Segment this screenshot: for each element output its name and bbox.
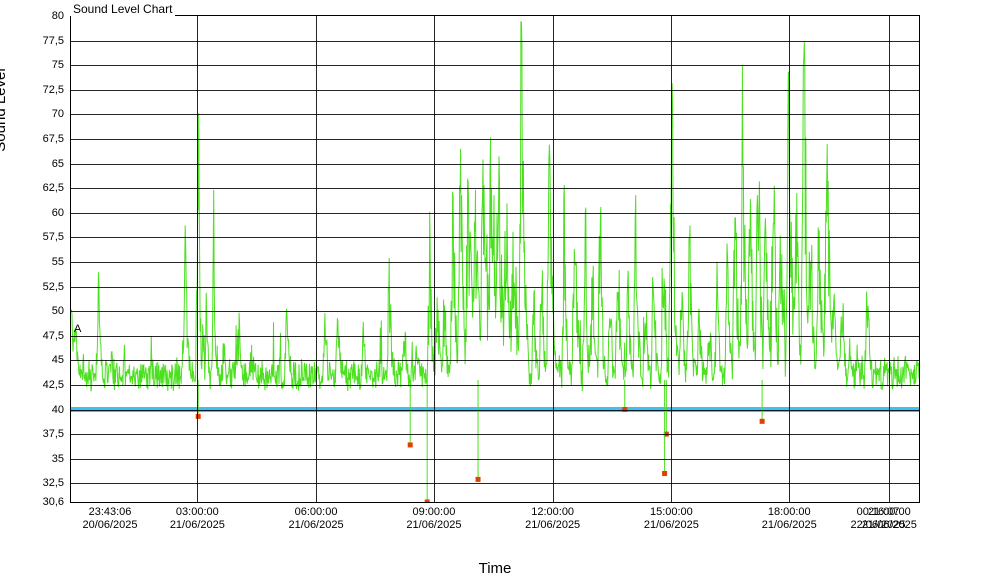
- y-tick-label: 50: [51, 305, 64, 318]
- y-tick-label: 70: [51, 108, 64, 121]
- x-tick-time: 06:00:00: [294, 506, 338, 518]
- sound-level-trace: [71, 21, 919, 392]
- y-tick-label: 65: [51, 157, 64, 170]
- x-tick-date: 21/06/2025: [643, 519, 699, 531]
- grid-line-horizontal: [71, 261, 919, 263]
- x-tick-time: 21:00:00: [867, 506, 911, 518]
- grid-line-horizontal: [71, 360, 919, 362]
- x-tick-label: 03:00:00 21/06/2025: [170, 506, 225, 532]
- grid-line-horizontal: [71, 458, 919, 460]
- x-tick-label: 00:16:07 22/06/2025: [850, 506, 905, 532]
- x-tick-date: 20/06/2025: [82, 519, 138, 531]
- x-tick-time: 23:43:06: [88, 506, 132, 518]
- x-tick-date: 21/06/2025: [169, 519, 225, 531]
- y-tick-label: 55: [51, 255, 64, 268]
- x-tick-date: 21/06/2025: [406, 519, 462, 531]
- y-tick-label: 35: [51, 452, 64, 465]
- x-tick-label: 21:00:00 21/06/2025: [862, 506, 917, 532]
- x-tick-label: 18:00:00 21/06/2025: [762, 506, 817, 532]
- x-tick-label: 06:00:00 21/06/2025: [289, 506, 344, 532]
- x-tick-time: 00:16:07: [856, 506, 900, 518]
- drop-marker[interactable]: [662, 470, 668, 476]
- x-tick-time: 18:00:00: [767, 506, 811, 518]
- x-tick-time: 12:00:00: [531, 506, 575, 518]
- grid-line-horizontal: [71, 212, 919, 214]
- y-tick-label: 32,5: [42, 477, 64, 490]
- grid-line-horizontal: [71, 40, 919, 42]
- x-tick-date: 21/06/2025: [525, 519, 581, 531]
- grid-line-horizontal: [71, 237, 919, 239]
- grid-line-vertical: [316, 16, 318, 502]
- marker-a-label: A: [74, 322, 82, 335]
- y-tick-label: 42,5: [42, 378, 64, 391]
- x-tick-time: 03:00:00: [175, 506, 219, 518]
- x-tick-date: 21/06/2025: [861, 519, 917, 531]
- x-tick-label: 23:43:06 20/06/2025: [82, 506, 137, 532]
- drop-marker[interactable]: [475, 476, 481, 482]
- grid-line-horizontal: [71, 483, 919, 485]
- grid-line-horizontal: [71, 384, 919, 386]
- grid-line-vertical: [433, 16, 435, 502]
- x-tick-time: 15:00:00: [649, 506, 693, 518]
- grid-line-vertical: [889, 16, 891, 502]
- x-tick-label: 09:00:00 21/06/2025: [406, 506, 461, 532]
- y-tick-label: 67,5: [42, 132, 64, 145]
- y-axis-label: Sound Level: [0, 68, 9, 152]
- drop-marker[interactable]: [424, 499, 430, 503]
- y-tick-label: 72,5: [42, 83, 64, 96]
- y-tick-label: 37,5: [42, 428, 64, 441]
- y-tick-label: 60: [51, 206, 64, 219]
- grid-line-horizontal: [71, 311, 919, 313]
- y-tick-label: 40: [51, 403, 64, 416]
- grid-line-vertical: [197, 16, 199, 502]
- grid-line-vertical: [789, 16, 791, 502]
- grid-line-horizontal: [71, 138, 919, 140]
- y-tick-label: 57,5: [42, 231, 64, 244]
- y-tick-label: 80: [51, 10, 64, 22]
- grid-line-horizontal: [71, 335, 919, 337]
- grid-line-horizontal: [71, 89, 919, 91]
- y-tick-label: 45: [51, 354, 64, 367]
- x-tick-date: 21/06/2025: [288, 519, 344, 531]
- grid-line-horizontal: [71, 188, 919, 190]
- x-tick-label: 15:00:00 21/06/2025: [644, 506, 699, 532]
- x-tick-time: 09:00:00: [412, 506, 456, 518]
- grid-line-horizontal: [71, 114, 919, 116]
- y-tick-label: 62,5: [42, 182, 64, 195]
- grid-line-horizontal: [71, 286, 919, 288]
- y-tick-label: 77,5: [42, 34, 64, 47]
- grid-line-horizontal: [71, 434, 919, 436]
- grid-line-vertical: [671, 16, 673, 502]
- grid-line-horizontal: [71, 409, 919, 411]
- chart-title: Sound Level Chart: [70, 2, 176, 16]
- drop-marker[interactable]: [407, 442, 413, 448]
- x-axis-label: Time: [478, 560, 512, 577]
- grid-line-vertical: [552, 16, 554, 502]
- drop-marker[interactable]: [759, 418, 765, 424]
- y-tick-label: 30,6: [42, 496, 64, 508]
- y-tick-label: 47,5: [42, 329, 64, 342]
- grid-line-horizontal: [71, 163, 919, 165]
- x-tick-label: 12:00:00 21/06/2025: [525, 506, 580, 532]
- y-tick-label: 52,5: [42, 280, 64, 293]
- y-tick-label: 75: [51, 59, 64, 72]
- plot-area[interactable]: [70, 15, 920, 503]
- x-tick-date: 21/06/2025: [761, 519, 817, 531]
- grid-line-horizontal: [71, 65, 919, 67]
- x-tick-date: 22/06/2025: [850, 519, 906, 531]
